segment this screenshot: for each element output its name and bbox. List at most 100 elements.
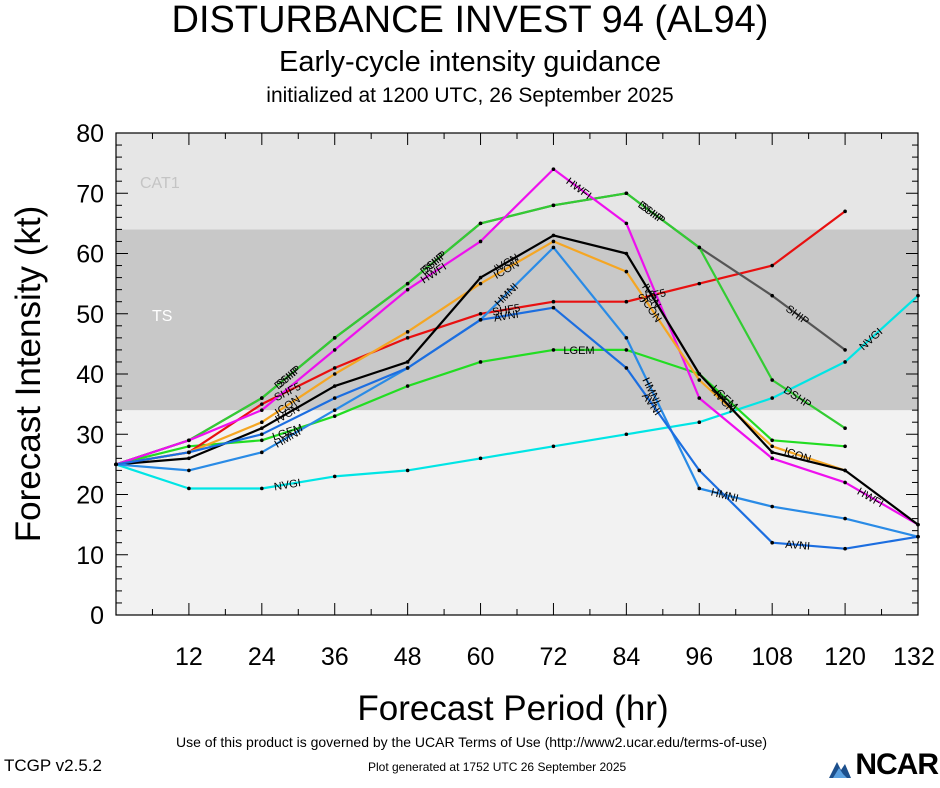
y-tick-label: 30 <box>76 421 104 449</box>
ncar-logo: NCAR <box>827 748 939 782</box>
data-point-avni <box>260 432 264 437</box>
data-point-ivcn <box>697 372 702 376</box>
data-point-hwfi <box>843 480 847 485</box>
series-points <box>114 167 920 551</box>
series-label-text: LGEM <box>563 345 594 357</box>
version-label: TCGP v2.5.2 <box>4 756 102 775</box>
data-point-hmni <box>770 504 774 509</box>
x-tick-label: 72 <box>540 643 568 671</box>
data-point-lgem <box>478 360 483 364</box>
series-line-hmni <box>115 246 919 538</box>
data-point-icon <box>478 281 483 286</box>
data-point-hwfi <box>551 167 556 171</box>
data-point-avni <box>770 540 774 545</box>
series-label-nvgi: NVGI <box>273 477 302 493</box>
data-point-lgem <box>405 384 410 388</box>
data-point-avni <box>551 305 556 310</box>
data-point-hwfi <box>260 408 264 412</box>
data-point-shf5 <box>332 366 337 370</box>
series-line-nvgi <box>115 294 919 490</box>
data-point-nvgi <box>770 396 774 400</box>
data-point-avni <box>624 366 629 370</box>
chart-subtitle: Early-cycle intensity guidance <box>278 46 661 78</box>
data-point-ivcn <box>332 384 337 388</box>
data-point-lgem <box>187 444 191 449</box>
data-point-nvgi <box>187 486 191 491</box>
data-point-nvgi <box>697 420 702 425</box>
data-point-hmni <box>624 336 629 340</box>
data-point-dshp <box>843 426 847 431</box>
data-point-nvgi <box>916 293 920 298</box>
series-label-text: AVNI <box>493 309 519 325</box>
data-point-dshp <box>332 336 337 340</box>
data-point-ivcn <box>187 456 191 461</box>
data-point-dshp <box>770 378 774 382</box>
data-point-avni <box>405 366 410 370</box>
band-ts <box>116 229 918 411</box>
data-point-dshp <box>260 396 264 400</box>
data-point-hmni <box>551 245 556 250</box>
data-point-hmni <box>187 468 191 473</box>
y-tick-label: 20 <box>76 482 104 510</box>
series-label-shf5: SHF5 <box>491 302 521 318</box>
series-label-lgem: LGEM <box>563 345 594 357</box>
series-line-avni <box>115 306 919 550</box>
chart-title: DISTURBANCE INVEST 94 (AL94) <box>171 0 769 41</box>
y-tick-label: 40 <box>76 361 104 389</box>
data-point-lgem <box>770 438 774 443</box>
plot-generated-time: Plot generated at 1752 UTC 26 September … <box>368 760 627 774</box>
data-point-avni <box>916 534 920 539</box>
terms-notice: Use of this product is governed by the U… <box>176 734 768 750</box>
data-point-ivcn <box>405 360 410 364</box>
x-tick-label: 84 <box>612 643 640 671</box>
data-point-hwfi <box>624 221 629 226</box>
data-point-nvgi <box>260 486 264 491</box>
data-point-lgem <box>843 444 847 449</box>
data-point-shf5 <box>843 209 847 214</box>
data-point-ivcn <box>551 233 556 238</box>
data-point-dshp <box>624 191 629 196</box>
series-label-text: NVGI <box>273 477 302 493</box>
data-point-lgem <box>551 348 556 352</box>
data-point-hwfi <box>478 239 483 244</box>
data-point-icon <box>770 444 774 449</box>
data-point-hmni <box>843 516 847 521</box>
data-point-nvgi <box>332 474 337 479</box>
data-point-avni <box>114 462 118 467</box>
data-point-shf5 <box>770 263 774 268</box>
x-tick-label: 96 <box>685 643 713 671</box>
data-point-hwfi <box>187 438 191 443</box>
y-tick-label: 80 <box>76 120 104 148</box>
data-point-icon <box>624 269 629 274</box>
data-point-shf5 <box>260 402 264 406</box>
data-point-ship <box>843 348 847 352</box>
data-point-avni <box>478 317 483 322</box>
data-point-dshp <box>551 203 556 208</box>
data-point-dshp <box>478 221 483 226</box>
series-label-avni: AVNI <box>493 309 519 325</box>
data-point-nvgi <box>551 444 556 449</box>
series-line-ivcn <box>115 234 919 526</box>
data-point-avni <box>843 546 847 551</box>
data-point-nvgi <box>478 456 483 461</box>
data-point-shf5 <box>551 299 556 304</box>
data-point-icon <box>551 239 556 244</box>
y-tick-label: 0 <box>90 602 104 630</box>
x-tick-label: 24 <box>248 643 276 671</box>
y-tick-label: 60 <box>76 241 104 269</box>
x-axis-title: Forecast Period (hr) <box>357 689 668 728</box>
data-point-nvgi <box>405 468 410 473</box>
data-point-lgem <box>624 348 629 352</box>
series-label-text: AVNI <box>785 539 811 553</box>
data-point-avni <box>187 450 191 455</box>
series-label-avni: AVNI <box>785 539 811 553</box>
series-label-text: SHF5 <box>491 302 521 318</box>
data-point-shf5 <box>697 281 702 286</box>
data-point-icon <box>697 378 702 382</box>
y-tick-label: 50 <box>76 301 104 329</box>
x-tick-label: 120 <box>824 643 866 671</box>
series-line-hwfi <box>115 168 919 526</box>
data-point-lgem <box>332 414 337 418</box>
data-point-avni <box>332 396 337 400</box>
